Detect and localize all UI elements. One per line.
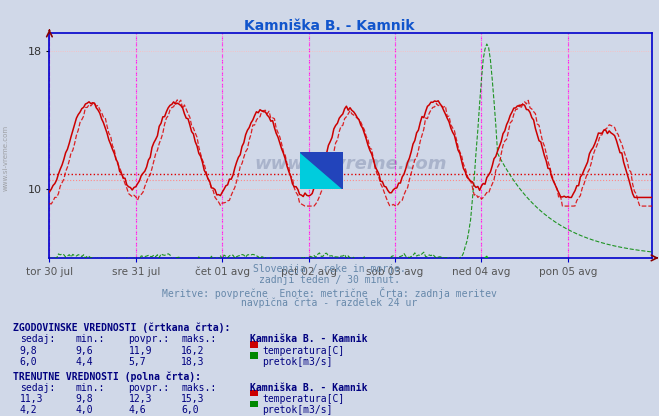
Text: pretok[m3/s]: pretok[m3/s] — [262, 405, 333, 415]
Text: 4,0: 4,0 — [76, 405, 94, 415]
Text: TRENUTNE VREDNOSTI (polna črta):: TRENUTNE VREDNOSTI (polna črta): — [13, 371, 201, 381]
Text: www.si-vreme.com: www.si-vreme.com — [2, 125, 9, 191]
Text: 16,2: 16,2 — [181, 346, 205, 356]
Text: 9,8: 9,8 — [20, 346, 38, 356]
Polygon shape — [300, 152, 343, 189]
Text: maks.:: maks.: — [181, 334, 216, 344]
Text: 4,6: 4,6 — [129, 405, 146, 415]
Text: 9,6: 9,6 — [76, 346, 94, 356]
Text: sedaj:: sedaj: — [20, 383, 55, 393]
Text: temperatura[C]: temperatura[C] — [262, 346, 345, 356]
Text: 11,9: 11,9 — [129, 346, 152, 356]
Text: pretok[m3/s]: pretok[m3/s] — [262, 357, 333, 366]
Text: 11,3: 11,3 — [20, 394, 43, 404]
Text: Kamniška B. - Kamnik: Kamniška B. - Kamnik — [250, 383, 368, 393]
Text: 15,3: 15,3 — [181, 394, 205, 404]
Text: 18,3: 18,3 — [181, 357, 205, 366]
Text: Meritve: povprečne  Enote: metrične  Črta: zadnja meritev: Meritve: povprečne Enote: metrične Črta:… — [162, 287, 497, 299]
Text: Kamniška B. - Kamnik: Kamniška B. - Kamnik — [244, 19, 415, 33]
Text: 12,3: 12,3 — [129, 394, 152, 404]
Text: maks.:: maks.: — [181, 383, 216, 393]
Text: povpr.:: povpr.: — [129, 383, 169, 393]
Text: sedaj:: sedaj: — [20, 334, 55, 344]
Text: povpr.:: povpr.: — [129, 334, 169, 344]
Text: 6,0: 6,0 — [20, 357, 38, 366]
Text: 4,2: 4,2 — [20, 405, 38, 415]
Polygon shape — [300, 152, 343, 189]
Text: temperatura[C]: temperatura[C] — [262, 394, 345, 404]
Text: Kamniška B. - Kamnik: Kamniška B. - Kamnik — [250, 334, 368, 344]
Text: ZGODOVINSKE VREDNOSTI (črtkana črta):: ZGODOVINSKE VREDNOSTI (črtkana črta): — [13, 322, 231, 333]
Text: 6,0: 6,0 — [181, 405, 199, 415]
Text: Slovenija / reke in morje.: Slovenija / reke in morje. — [253, 264, 406, 274]
Text: www.si-vreme.com: www.si-vreme.com — [254, 155, 447, 173]
Text: navpična črta - razdelek 24 ur: navpična črta - razdelek 24 ur — [241, 298, 418, 308]
Text: min.:: min.: — [76, 334, 105, 344]
Text: 4,4: 4,4 — [76, 357, 94, 366]
Text: min.:: min.: — [76, 383, 105, 393]
Text: zadnji teden / 30 minut.: zadnji teden / 30 minut. — [259, 275, 400, 285]
Text: 9,8: 9,8 — [76, 394, 94, 404]
Text: 5,7: 5,7 — [129, 357, 146, 366]
